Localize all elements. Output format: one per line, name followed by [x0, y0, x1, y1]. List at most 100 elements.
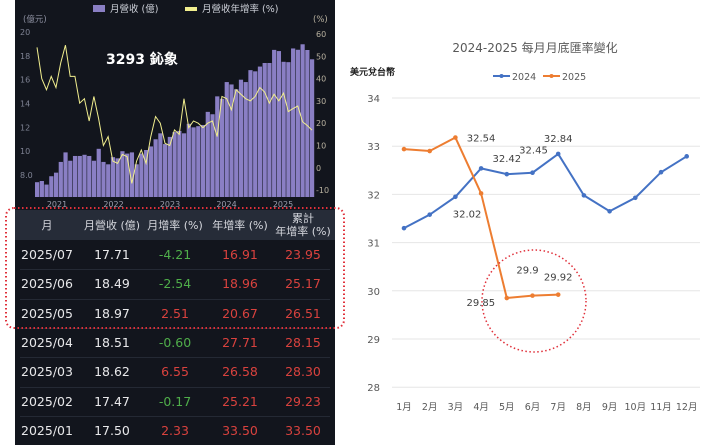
revenue-bar [120, 151, 125, 197]
x-tick: 3月 [448, 402, 464, 413]
revenue-bar [191, 127, 196, 197]
data-point [504, 295, 510, 301]
revenue-bar [224, 82, 229, 197]
revenue-bar [172, 132, 177, 197]
x-tick: 2021 [47, 200, 67, 209]
data-point [504, 171, 510, 177]
left-tick: 20 [20, 28, 30, 37]
table-cell: 28.15 [285, 334, 321, 350]
revenue-bar [248, 70, 253, 197]
data-point [581, 193, 587, 198]
table-cell: 2.51 [161, 305, 189, 321]
table-cell: 18.62 [94, 364, 130, 380]
revenue-bar [205, 111, 210, 197]
revenue-bar [44, 184, 49, 197]
right-tick: 0 [316, 164, 321, 173]
x-tick: 2月 [422, 402, 438, 413]
revenue-bar [129, 152, 135, 197]
table-cell: 16.91 [222, 247, 258, 262]
revenue-bar [234, 89, 239, 197]
row-divider [20, 386, 330, 388]
table-cell: 2025/05 [21, 305, 73, 321]
x-tick: 1月 [396, 402, 412, 413]
table-header [15, 210, 335, 240]
table-header-cell: 月營收 (億) [83, 219, 141, 232]
table-header-cell: 年增率 (%) [212, 219, 268, 232]
y-axis-label: 美元兌台幣 [350, 66, 395, 78]
revenue-bar [82, 154, 87, 197]
legend-marker [549, 74, 554, 78]
revenue-bar [181, 133, 187, 197]
table-cell: 18.96 [222, 276, 258, 292]
revenue-bar [63, 152, 68, 197]
y-tick: 30 [367, 287, 380, 298]
revenue-bar [144, 150, 149, 197]
right-tick: 40 [316, 75, 326, 84]
data-label: 32.45 [519, 146, 548, 157]
revenue-bar [167, 136, 172, 197]
revenue-bar [272, 49, 277, 197]
revenue-bar [163, 144, 168, 197]
yoy-line [36, 45, 313, 184]
revenue-bar [125, 153, 130, 197]
y-tick: 34 [367, 94, 380, 105]
y-tick: 29 [367, 335, 380, 346]
data-point [658, 169, 664, 175]
table-cell: 18.97 [94, 305, 130, 321]
revenue-bar [281, 61, 286, 197]
revenue-bar [262, 62, 267, 197]
table-header-cell: 月增率 (%) [147, 219, 203, 232]
data-label: 29.9 [516, 266, 538, 277]
right-tick: 30 [316, 97, 326, 106]
table-cell: 18.51 [94, 334, 130, 350]
data-label: 32.02 [453, 209, 482, 220]
x-tick: 8月 [576, 402, 592, 413]
left-axis-unit: (億元) [23, 14, 47, 25]
revenue-bar [101, 161, 106, 197]
left-tick: 18 [20, 52, 30, 61]
data-point [453, 135, 458, 140]
table-cell: 17.71 [94, 247, 130, 262]
chart-title: 2024-2025 每月月底匯率變化 [452, 40, 617, 55]
legend-label: 2024 [512, 72, 536, 83]
data-point [401, 146, 407, 152]
row-divider [20, 269, 330, 271]
revenue-bar [186, 123, 191, 197]
revenue-bar [139, 153, 144, 197]
table-cell: 26.58 [222, 364, 258, 380]
data-point [453, 194, 458, 200]
table-cell: -4.21 [158, 247, 192, 262]
revenue-bar [238, 79, 244, 197]
data-label: 32.42 [492, 154, 521, 165]
revenue-bar [68, 160, 73, 197]
row-divider [20, 298, 330, 300]
data-point [401, 225, 407, 231]
revenue-bar [110, 157, 116, 197]
revenue-bar [267, 62, 272, 197]
table-cell: 33.50 [285, 422, 321, 438]
revenue-bar [276, 51, 282, 198]
data-point [478, 191, 484, 196]
table-cell: 2025/04 [21, 334, 73, 350]
revenue-bar [291, 48, 296, 197]
table-cell: 20.67 [222, 305, 258, 321]
revenue-bar [115, 158, 120, 197]
x-tick: 2022 [103, 200, 123, 209]
revenue-bar [229, 84, 234, 197]
revenue-bar [253, 71, 258, 197]
table-cell: 25.21 [222, 393, 258, 409]
left-tick: 8.0 [20, 171, 33, 180]
table-cell: 2.33 [161, 422, 189, 438]
revenue-bar [39, 181, 44, 197]
data-point [633, 195, 638, 201]
table-cell: 2025/01 [21, 422, 73, 438]
table-cell: 2025/02 [21, 393, 73, 409]
revenue-bar [215, 96, 220, 197]
data-label: 32.54 [467, 133, 496, 144]
revenue-bar [35, 182, 40, 197]
table-cell: -0.60 [158, 334, 192, 350]
revenue-bar [87, 155, 92, 197]
table-cell: 17.50 [94, 422, 130, 438]
revenue-bar [196, 126, 201, 197]
